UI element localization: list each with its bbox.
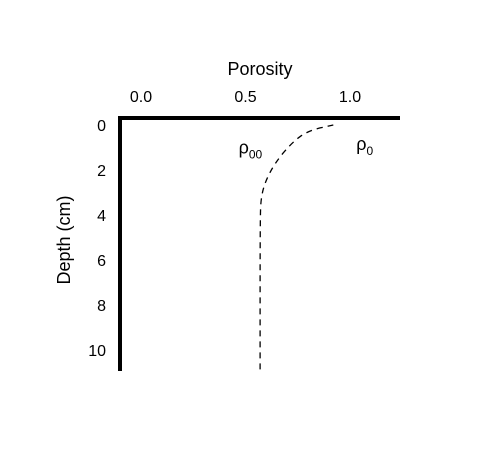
y-axis-title: Depth (cm) bbox=[54, 195, 74, 284]
x-tick-label: 0.0 bbox=[130, 89, 152, 106]
y-tick-label: 4 bbox=[97, 208, 106, 225]
x-tick-label: 1.0 bbox=[339, 89, 361, 106]
y-tick-label: 0 bbox=[97, 118, 106, 135]
tick-labels: 0.0 0.5 1.0 0 2 4 6 8 10 bbox=[88, 89, 361, 360]
annotation-label: ρ0 bbox=[356, 134, 373, 158]
x-axis-title: Porosity bbox=[227, 59, 292, 79]
y-tick-label: 2 bbox=[97, 163, 106, 180]
series-line-0 bbox=[259, 124, 334, 373]
series-layer bbox=[259, 124, 334, 373]
axes bbox=[118, 116, 400, 371]
y-tick-label: 6 bbox=[97, 253, 106, 270]
y-tick-label: 10 bbox=[88, 343, 106, 360]
annotation-label: ρ00 bbox=[239, 137, 263, 161]
y-tick-label: 8 bbox=[97, 298, 106, 315]
annotations: ρ00 ρ0 bbox=[239, 134, 374, 161]
x-tick-label: 0.5 bbox=[234, 89, 256, 106]
